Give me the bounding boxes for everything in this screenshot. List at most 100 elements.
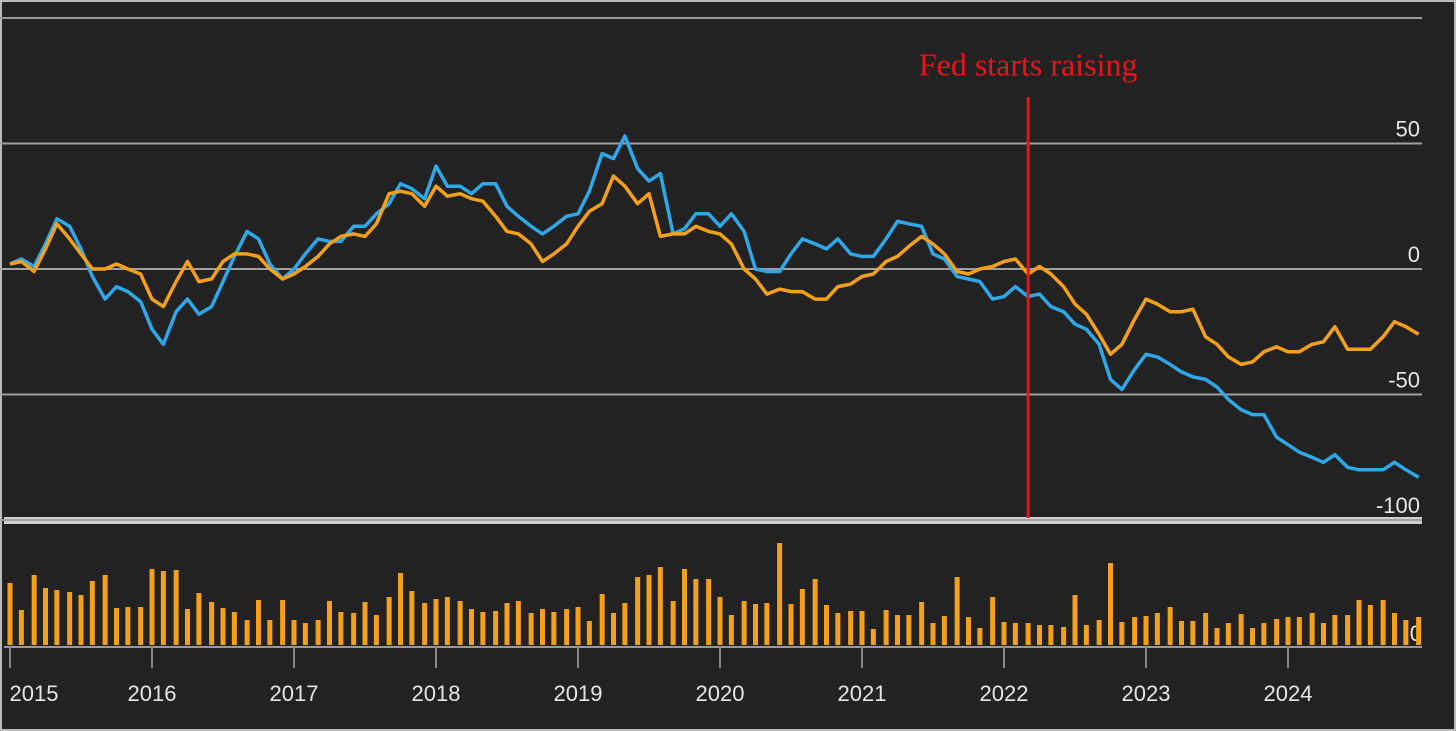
volume-bar [551, 612, 557, 645]
volume-bar [422, 603, 428, 645]
volume-bar [1225, 623, 1231, 645]
volume-bar [1154, 613, 1160, 645]
volume-bar [7, 583, 13, 645]
volume-bar [777, 543, 783, 645]
volume-bar [895, 615, 900, 645]
volume-bar [870, 629, 876, 645]
volume-bar [1012, 623, 1018, 645]
volume-bar [457, 601, 463, 645]
volume-bar [646, 575, 652, 645]
volume-bar [1167, 607, 1173, 645]
volume-bar [504, 603, 510, 645]
volume-bar [682, 569, 687, 645]
volume-bar [315, 620, 321, 645]
volume-bar [717, 597, 723, 645]
x-tick-label: 2018 [412, 681, 461, 706]
volume-bar [966, 617, 971, 645]
volume-bar [575, 607, 581, 645]
volume-bar [1108, 563, 1113, 645]
volume-bar [753, 604, 758, 645]
volume-bar [18, 610, 24, 645]
volume-bar [338, 612, 344, 645]
volume-bar [1203, 613, 1209, 645]
volume-bar [220, 608, 226, 645]
volume-bar [196, 593, 202, 645]
volume-bar [919, 602, 925, 645]
volume-bar [1083, 625, 1089, 645]
volume-bar [788, 604, 794, 645]
volume-bar [1037, 625, 1042, 645]
volume-bar [67, 592, 73, 645]
volume-bar [291, 620, 297, 645]
volume-bar [138, 607, 144, 645]
volume-bar [1048, 625, 1054, 645]
volume-bar [799, 589, 805, 645]
volume-bar [1179, 621, 1184, 645]
y-tick-label: 0 [1408, 242, 1420, 267]
volume-bar [1261, 623, 1267, 645]
volume-bar [528, 613, 534, 645]
volume-bar [1190, 621, 1196, 645]
volume-bar [125, 607, 131, 645]
volume-bar [954, 577, 960, 645]
x-tick-label: 2022 [980, 681, 1029, 706]
volume-bar [1367, 605, 1373, 645]
volume-bar [1321, 623, 1326, 645]
volume-bar [1274, 619, 1280, 645]
volume-bar [515, 601, 521, 645]
volume-bar [1132, 617, 1138, 645]
x-tick-label: 2024 [1264, 681, 1313, 706]
volume-bar [398, 573, 403, 645]
x-tick-label: 2021 [838, 681, 887, 706]
volume-bar [990, 597, 996, 645]
volume-bar [1214, 628, 1220, 645]
volume-bar [244, 620, 250, 645]
volume-bar [362, 602, 368, 645]
volume-bar [1143, 616, 1149, 645]
volume-bar [1238, 614, 1244, 645]
volume-bar [1096, 620, 1102, 645]
volume-bar [31, 575, 37, 645]
volume-bar [1380, 600, 1386, 645]
annotation-text: Fed starts raising [919, 46, 1138, 82]
volume-bar [1356, 600, 1362, 645]
volume-bar [54, 590, 60, 645]
volume-bar [480, 612, 486, 645]
x-tick-label: 2020 [696, 681, 745, 706]
line-series [9, 134, 1420, 479]
volume-bar [1285, 617, 1291, 645]
x-tick-label: 2015 [10, 681, 59, 706]
volume-bar [1332, 615, 1338, 645]
volume-bar [433, 599, 439, 645]
volume-bar [267, 620, 273, 645]
x-tick-label: 2019 [554, 681, 603, 706]
volume-bar [1072, 595, 1078, 645]
volume-bar [859, 611, 865, 645]
x-tick-label: 2017 [270, 681, 319, 706]
volume-bar [351, 613, 357, 645]
volume-bar [373, 615, 379, 645]
volume-bar [941, 616, 947, 645]
volume-bar [102, 575, 108, 645]
volume-bar [89, 581, 95, 645]
volume-bar [657, 567, 663, 645]
volume-bar [1250, 628, 1255, 645]
volume-bar [1392, 613, 1397, 645]
volume-bar [977, 628, 983, 645]
volume-bar [586, 621, 592, 645]
volume-bar [173, 570, 179, 645]
volume-bar [114, 608, 119, 645]
volume-bar [693, 579, 699, 645]
volume-bar [824, 605, 829, 645]
volume-bar [706, 579, 712, 645]
volume-bar [622, 603, 628, 645]
volume-bar [1345, 615, 1351, 645]
volume-bar [302, 623, 308, 645]
volume-bar [564, 609, 570, 645]
volume-bar [149, 569, 155, 645]
volume-bar [280, 600, 286, 645]
volume-bar [599, 594, 605, 645]
y-tick-label: -50 [1388, 367, 1420, 392]
